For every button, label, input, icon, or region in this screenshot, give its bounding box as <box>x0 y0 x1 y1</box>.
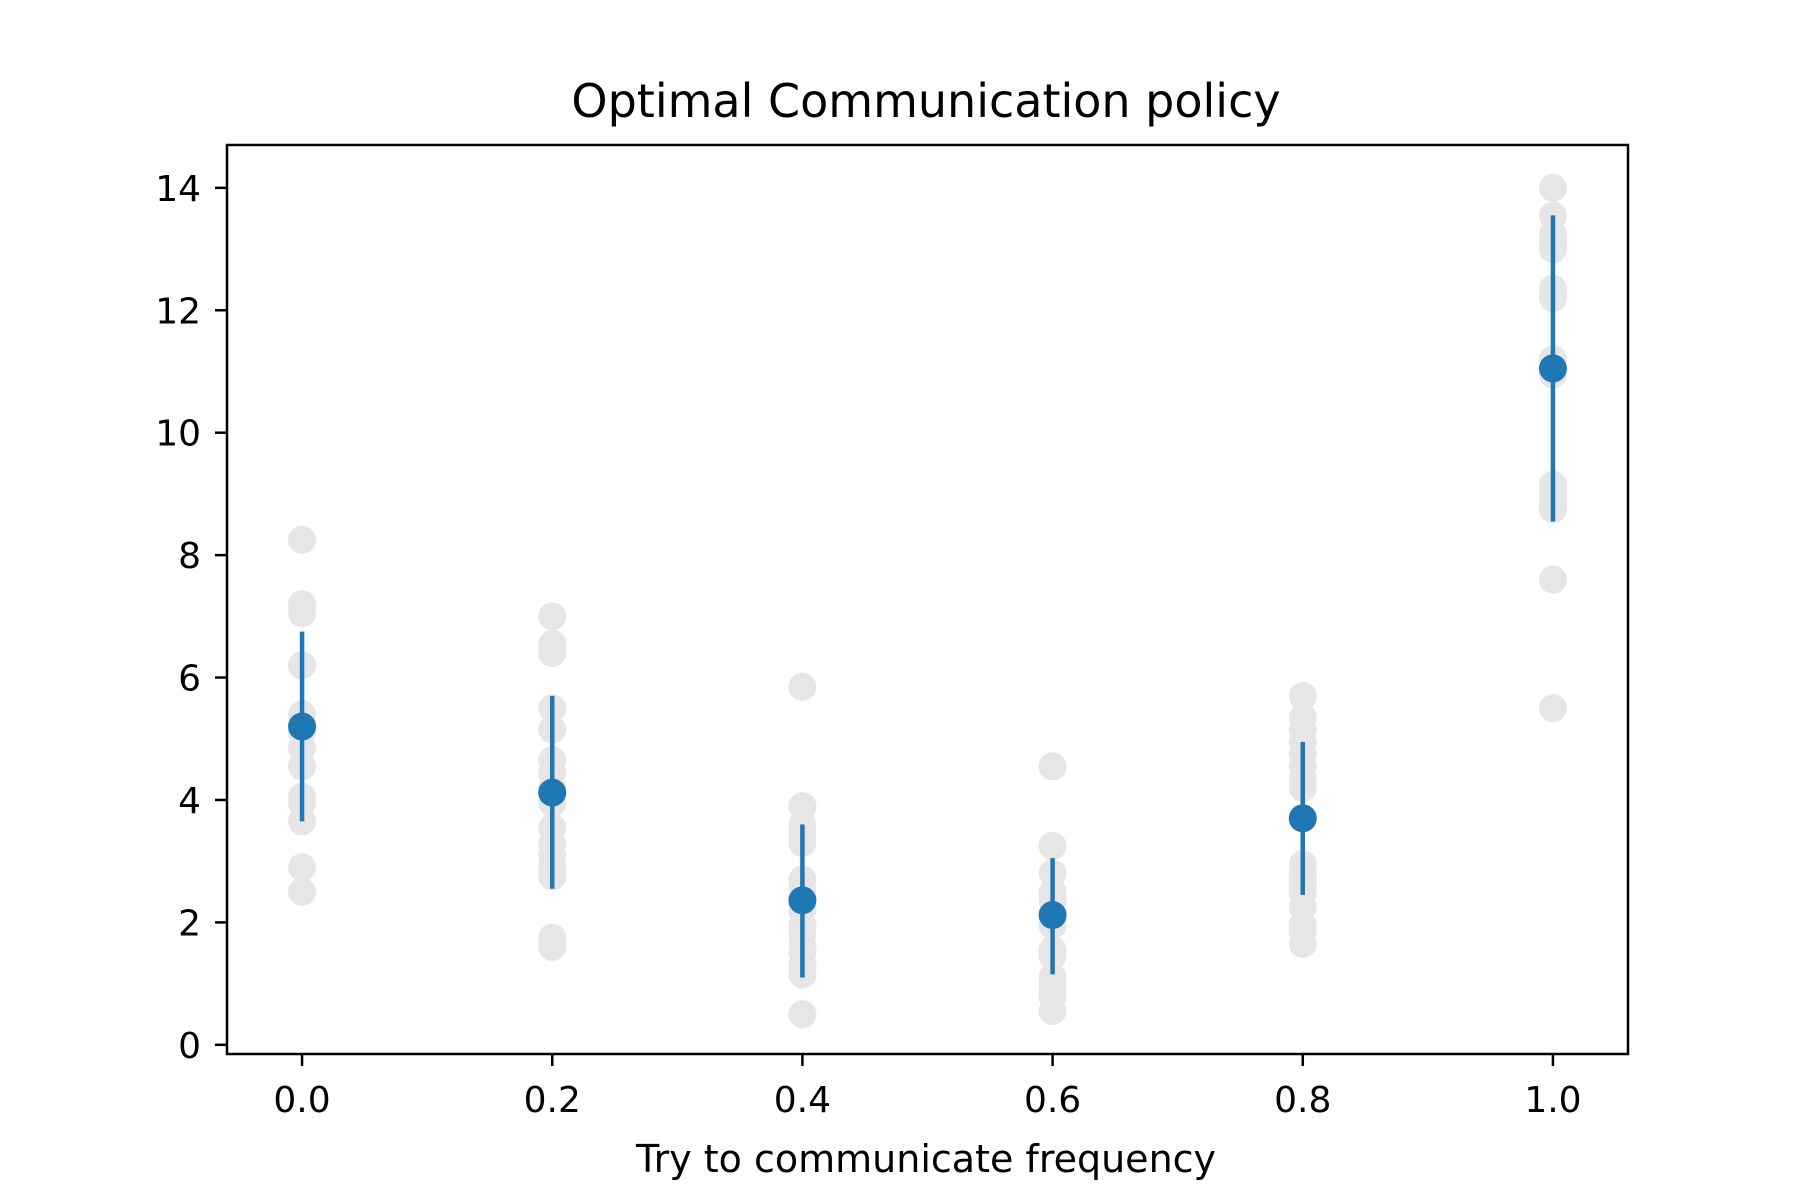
mean-point-2 <box>788 886 817 915</box>
raw-points-layer <box>288 173 1567 1029</box>
y-tick-label-1: 2 <box>178 903 201 944</box>
x-tick-label-5: 1.0 <box>1524 1080 1581 1121</box>
plot-area-frame <box>225 143 1630 1056</box>
raw-point-1-15 <box>538 932 567 961</box>
mean-point-4 <box>1288 804 1317 833</box>
raw-point-4-0 <box>1288 681 1317 710</box>
chart-title: Optimal Communication policy <box>571 74 1280 128</box>
raw-point-3-12 <box>1038 997 1067 1026</box>
y-tick-label-7: 14 <box>155 169 201 210</box>
y-tick-label-0: 0 <box>178 1026 201 1067</box>
raw-point-5-14 <box>1538 694 1567 723</box>
raw-point-5-13 <box>1538 565 1567 594</box>
y-tick-label-5: 10 <box>155 414 201 455</box>
raw-point-0-11 <box>288 853 317 882</box>
x-tick-label-4: 0.8 <box>1274 1080 1331 1121</box>
mean-point-1 <box>538 778 567 807</box>
x-axis: 0.0 0.2 0.4 0.6 0.8 1.0 <box>273 1054 1582 1121</box>
y-axis: 0 2 4 6 8 10 12 14 <box>155 169 227 1067</box>
mean-series-layer <box>288 215 1567 978</box>
raw-point-4-17 <box>1288 929 1317 958</box>
raw-point-5-0 <box>1538 173 1567 202</box>
x-tick-label-2: 0.4 <box>774 1080 831 1121</box>
mean-point-0 <box>288 712 317 741</box>
y-tick-label-4: 8 <box>178 536 201 577</box>
y-tick-label-6: 12 <box>155 291 201 332</box>
raw-point-2-0 <box>788 672 817 701</box>
x-axis-label: Try to communicate frequency <box>635 1137 1216 1181</box>
raw-point-3-1 <box>1038 831 1067 860</box>
y-tick-label-3: 6 <box>178 659 201 700</box>
raw-point-3-0 <box>1038 752 1067 781</box>
mean-point-5 <box>1538 354 1567 383</box>
x-tick-label-3: 0.6 <box>1024 1080 1081 1121</box>
raw-point-0-2 <box>288 599 317 628</box>
raw-point-0-0 <box>288 525 317 554</box>
raw-point-1-0 <box>538 602 567 631</box>
mean-point-3 <box>1038 901 1067 930</box>
raw-point-1-2 <box>538 639 567 668</box>
raw-point-0-12 <box>288 877 317 906</box>
raw-point-2-15 <box>788 1000 817 1029</box>
y-tick-label-2: 4 <box>178 781 201 822</box>
x-tick-label-1: 0.2 <box>524 1080 581 1121</box>
x-tick-label-0: 0.0 <box>273 1080 330 1121</box>
